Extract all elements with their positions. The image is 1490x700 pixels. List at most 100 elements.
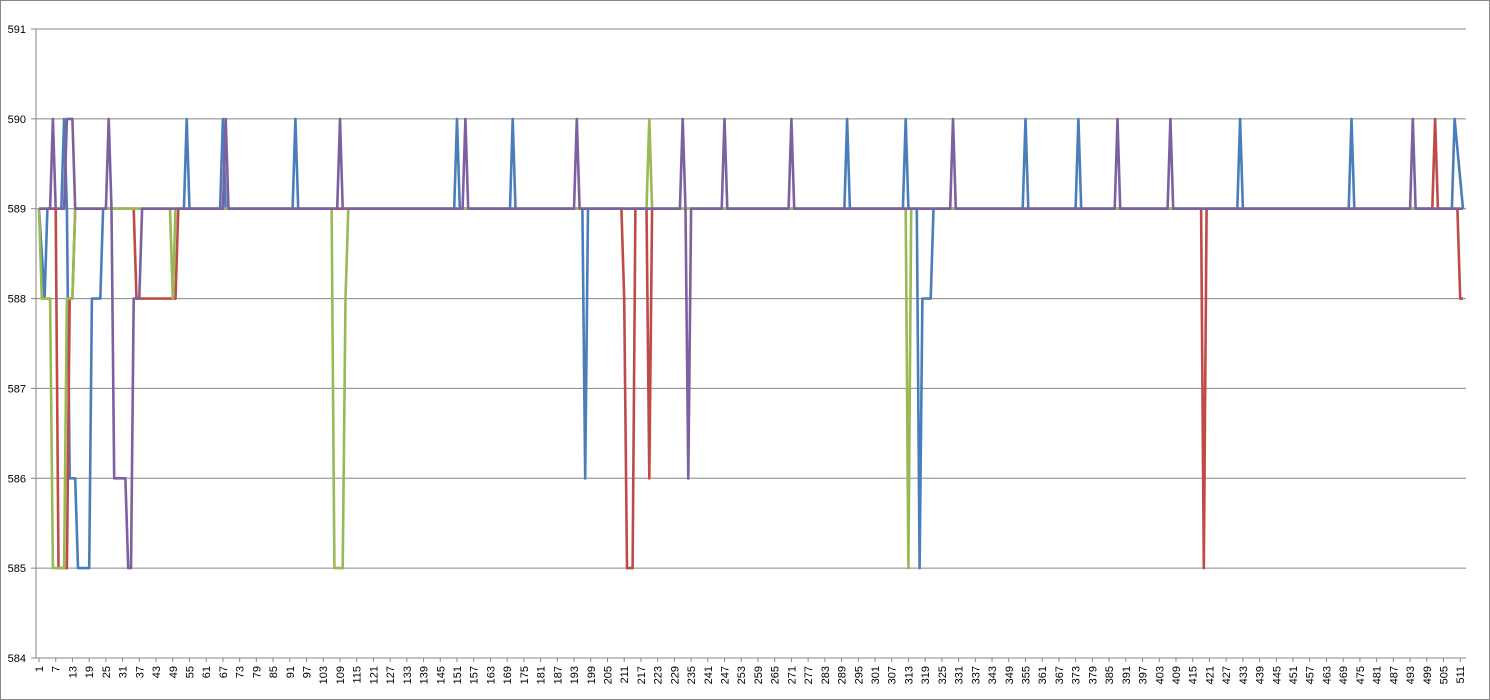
x-tick-label: 97 — [302, 666, 314, 678]
x-tick-label: 13 — [67, 666, 79, 678]
x-tick-label: 133 — [402, 666, 414, 684]
x-tick-label: 181 — [536, 666, 548, 684]
x-tick-label: 349 — [1004, 666, 1016, 684]
x-tick-label: 391 — [1121, 666, 1133, 684]
x-tick-label: 127 — [385, 666, 397, 684]
x-tick-label: 403 — [1154, 666, 1166, 684]
x-tick-label: 481 — [1372, 666, 1384, 684]
x-tick-label: 445 — [1271, 666, 1283, 684]
x-tick-label: 193 — [569, 666, 581, 684]
x-tick-label: 493 — [1405, 666, 1417, 684]
x-tick-label: 91 — [285, 666, 297, 678]
x-tick-label: 217 — [636, 666, 648, 684]
x-tick-label: 277 — [803, 666, 815, 684]
x-tick-label: 139 — [419, 666, 431, 684]
series-lines — [37, 117, 1465, 570]
x-tick-label: 469 — [1338, 666, 1350, 684]
x-tick-label: 73 — [235, 666, 247, 678]
x-tick-label: 265 — [770, 666, 782, 684]
y-tick-label: 586 — [8, 473, 26, 485]
x-tick-label: 319 — [920, 666, 932, 684]
x-tick-label: 235 — [686, 666, 698, 684]
x-tick-label: 283 — [820, 666, 832, 684]
x-tick-label: 31 — [118, 666, 130, 678]
x-axis: 1 7 13 19 25 31 37 43 49 55 61 67 73 79 85 91 97 103 109 11… — [34, 657, 1467, 684]
x-tick-label: 49 — [168, 666, 180, 678]
y-tick-label: 590 — [8, 114, 26, 126]
x-tick-label: 253 — [736, 666, 748, 684]
x-tick-label: 289 — [837, 666, 849, 684]
x-tick-label: 487 — [1388, 666, 1400, 684]
x-tick-label: 499 — [1422, 666, 1434, 684]
x-tick-label: 373 — [1071, 666, 1083, 684]
gridlines — [36, 28, 1466, 569]
y-tick-label: 591 — [8, 24, 26, 36]
x-tick-label: 1 — [34, 666, 46, 672]
x-tick-label: 367 — [1054, 666, 1066, 684]
x-tick-label: 187 — [552, 666, 564, 684]
x-tick-label: 505 — [1438, 666, 1450, 684]
series-line-3 — [37, 117, 1463, 570]
x-tick-label: 7 — [51, 666, 63, 672]
x-tick-label: 301 — [870, 666, 882, 684]
x-tick-label: 409 — [1171, 666, 1183, 684]
x-tick-label: 241 — [703, 666, 715, 684]
x-tick-label: 85 — [268, 666, 280, 678]
x-tick-label: 355 — [1020, 666, 1032, 684]
y-tick-label: 587 — [8, 383, 26, 395]
x-tick-label: 427 — [1221, 666, 1233, 684]
x-tick-label: 325 — [937, 666, 949, 684]
x-tick-label: 313 — [903, 666, 915, 684]
x-tick-label: 511 — [1455, 666, 1467, 684]
x-tick-label: 115 — [352, 666, 364, 684]
y-axis: 584 585 586 587 588 589 590 591 — [8, 24, 37, 665]
x-tick-label: 151 — [452, 666, 464, 684]
x-tick-label: 169 — [502, 666, 514, 684]
y-tick-label: 588 — [8, 294, 26, 306]
x-tick-label: 121 — [368, 666, 380, 684]
x-tick-label: 247 — [720, 666, 732, 684]
series-line-1 — [37, 117, 1465, 570]
x-tick-label: 43 — [151, 666, 163, 678]
x-tick-label: 205 — [602, 666, 614, 684]
series-line-2 — [39, 117, 1463, 570]
x-tick-label: 463 — [1321, 666, 1333, 684]
x-tick-label: 337 — [970, 666, 982, 684]
x-tick-label: 439 — [1255, 666, 1267, 684]
y-tick-label: 584 — [8, 653, 26, 665]
x-tick-label: 199 — [586, 666, 598, 684]
x-tick-label: 331 — [954, 666, 966, 684]
x-tick-label: 157 — [469, 666, 481, 684]
x-tick-label: 163 — [485, 666, 497, 684]
x-tick-label: 61 — [201, 666, 213, 678]
x-tick-label: 223 — [653, 666, 665, 684]
x-tick-label: 19 — [84, 666, 96, 678]
x-tick-label: 25 — [101, 666, 113, 678]
x-tick-label: 385 — [1104, 666, 1116, 684]
x-tick-label: 211 — [619, 666, 631, 684]
series-line-4 — [39, 117, 1463, 570]
x-tick-label: 37 — [134, 666, 146, 678]
x-tick-label: 343 — [987, 666, 999, 684]
x-tick-label: 145 — [435, 666, 447, 684]
x-tick-label: 271 — [786, 666, 798, 684]
x-tick-label: 397 — [1138, 666, 1150, 684]
x-tick-label: 259 — [753, 666, 765, 684]
x-tick-label: 361 — [1037, 666, 1049, 684]
x-tick-label: 79 — [251, 666, 263, 678]
y-tick-label: 589 — [8, 204, 26, 216]
x-tick-label: 379 — [1087, 666, 1099, 684]
x-tick-label: 103 — [318, 666, 330, 684]
x-tick-label: 67 — [218, 666, 230, 678]
x-tick-label: 433 — [1238, 666, 1250, 684]
y-tick-label: 585 — [8, 563, 26, 575]
x-tick-label: 421 — [1204, 666, 1216, 684]
x-tick-label: 307 — [887, 666, 899, 684]
x-tick-label: 55 — [184, 666, 196, 678]
x-tick-label: 475 — [1355, 666, 1367, 684]
x-tick-label: 457 — [1305, 666, 1317, 684]
x-tick-label: 415 — [1188, 666, 1200, 684]
x-tick-label: 229 — [669, 666, 681, 684]
